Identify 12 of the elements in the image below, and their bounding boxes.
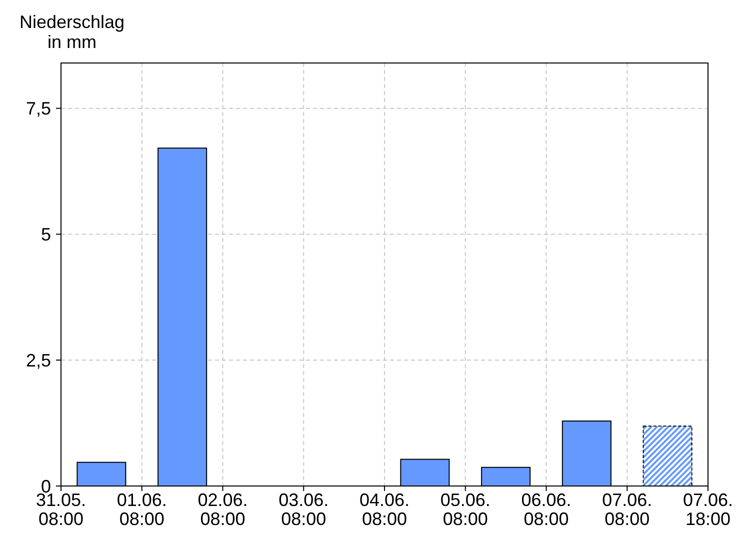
text: 02.06. 08:00	[198, 490, 248, 529]
text: 07.06. 18:00	[682, 490, 734, 529]
y-tick-label: 2,5	[26, 350, 51, 370]
text: 04.06. 08:00	[359, 490, 410, 529]
y-axis-title: Niederschlag in mm	[19, 12, 125, 52]
text: 07.06. 08:00	[602, 490, 652, 529]
y-tick-label: 5	[40, 224, 51, 245]
text: 03.06. 08:00	[278, 490, 329, 529]
text: 05.06. 08:00	[440, 490, 490, 529]
text: 06.06. 08:00	[521, 490, 572, 529]
y-tick-label: 7,5	[26, 98, 51, 119]
text: 01.06. 08:00	[116, 490, 167, 529]
